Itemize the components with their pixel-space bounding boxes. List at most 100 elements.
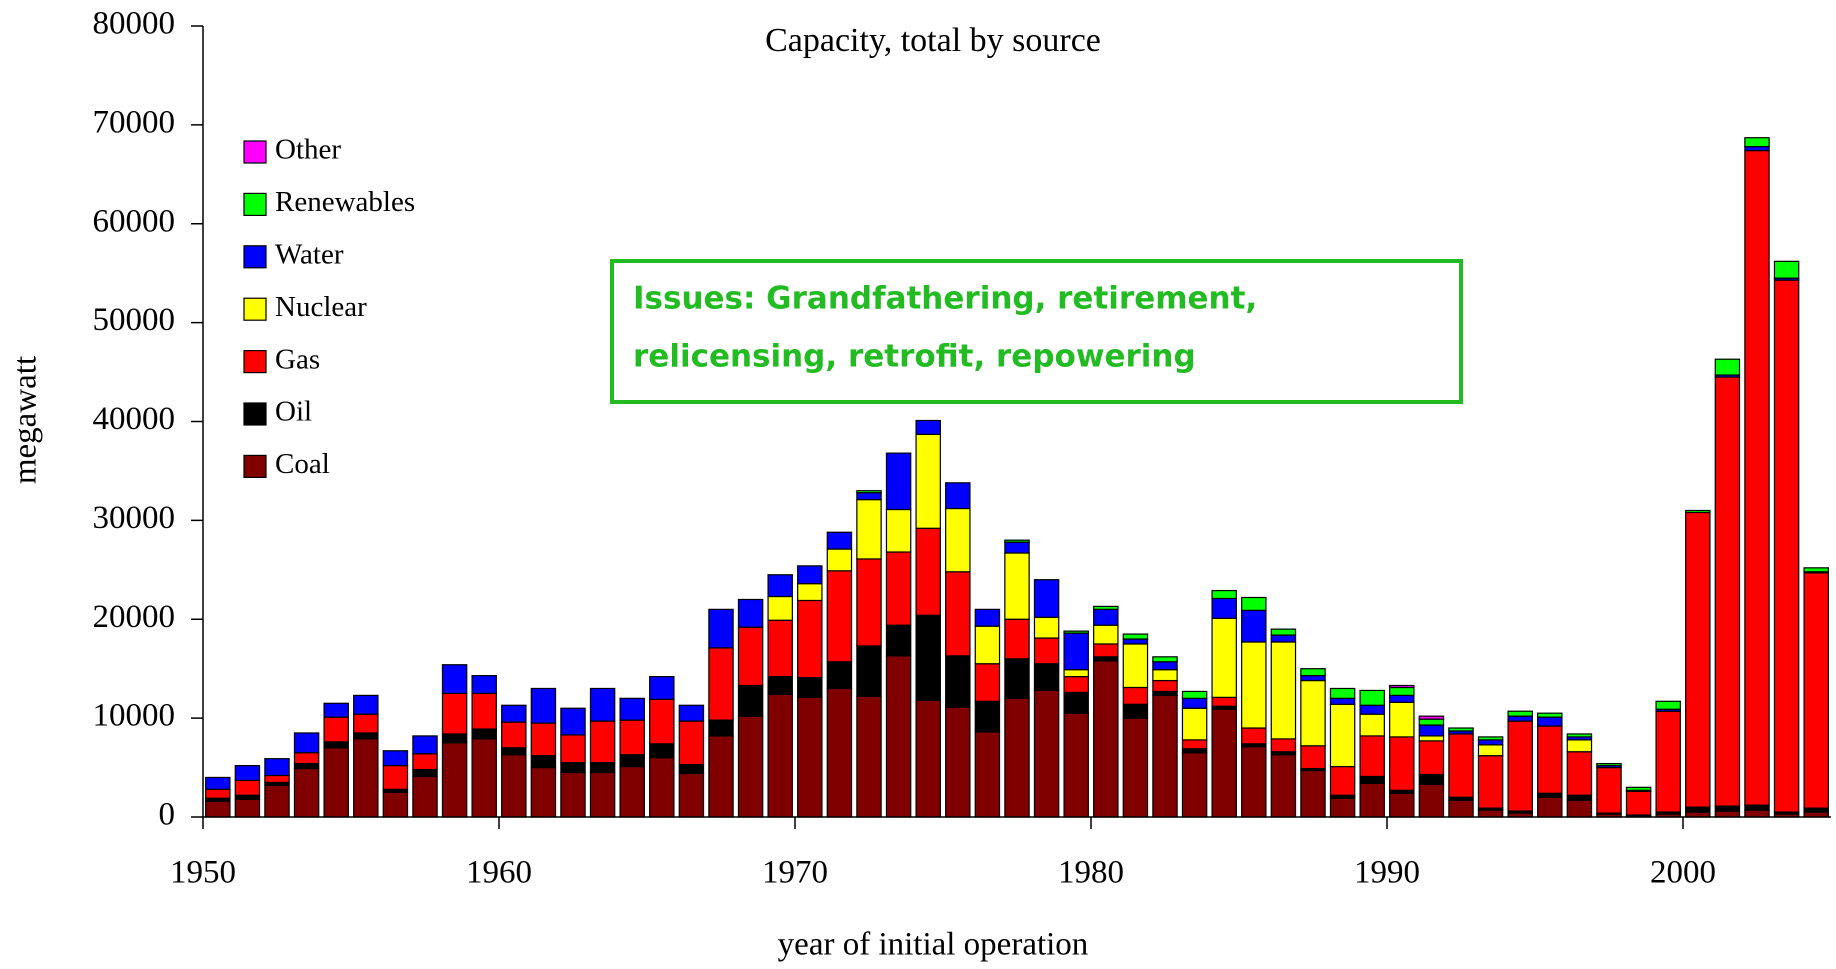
annotation-box: [610, 259, 1463, 404]
bar-segment: [1122, 686, 1149, 705]
legend-swatch: [243, 245, 267, 269]
bar-segment: [589, 687, 616, 722]
bar-segment: [1300, 769, 1326, 818]
bar-segment: [915, 419, 941, 435]
bar-segment: [1329, 765, 1356, 796]
bar-segment: [560, 762, 586, 774]
bar-segment: [1093, 660, 1119, 818]
bar-segment: [1063, 712, 1089, 818]
bar-segment: [471, 675, 497, 695]
bar-segment: [589, 720, 616, 764]
bar-segment: [1300, 679, 1326, 747]
bar-segment: [708, 719, 734, 737]
bar-segment: [264, 784, 290, 818]
bar-segment: [1803, 567, 1829, 573]
bar-segment: [737, 684, 764, 717]
x-tick-label: 1950: [170, 855, 236, 891]
x-tick-label: 2000: [1650, 855, 1716, 891]
bar-segment: [1448, 799, 1474, 818]
bar-segment: [1152, 661, 1178, 671]
bar-segment: [1329, 797, 1356, 818]
bar-segment: [678, 704, 705, 722]
legend-swatch: [243, 140, 267, 164]
bar-segment: [1537, 725, 1563, 794]
bar-segment: [885, 551, 912, 626]
bar-segment: [205, 776, 231, 790]
bar-segment: [471, 728, 497, 740]
bar-segment: [1181, 707, 1208, 741]
bar-segment: [974, 608, 1001, 627]
y-tick-label: 10000: [93, 698, 176, 734]
bar-segment: [501, 721, 527, 749]
bar-segment: [649, 675, 675, 700]
bar-segment: [1566, 739, 1593, 753]
bar-segment: [1152, 656, 1178, 663]
bar-segment: [353, 694, 379, 715]
bar-segment: [797, 696, 823, 818]
bar-segment: [1063, 691, 1089, 714]
bar-segment: [826, 570, 853, 663]
bar-segment: [1241, 596, 1267, 611]
y-tick-label: 20000: [93, 599, 176, 635]
bar-segment: [1359, 775, 1385, 784]
bar-segment: [915, 614, 941, 701]
bar-segment: [974, 700, 1001, 733]
annotation-text: Issues: Grandfathering, retirement,: [633, 281, 1257, 317]
bar-segment: [530, 755, 557, 769]
bar-segment: [1033, 689, 1060, 818]
bar-segment: [856, 499, 882, 560]
bar-segment: [1359, 782, 1385, 818]
bar-segment: [1685, 509, 1711, 514]
bar-segment: [1181, 752, 1208, 818]
legend-label: Nuclear: [275, 291, 367, 323]
bar-segment: [589, 771, 616, 818]
legend-label: Gas: [275, 343, 320, 375]
y-axis-label: megawatt: [8, 356, 44, 484]
bar-segment: [1714, 358, 1741, 376]
bar-segment: [471, 692, 497, 730]
bar-segment: [885, 452, 912, 511]
bar-segment: [1744, 804, 1770, 811]
bar-segment: [1389, 694, 1415, 703]
bar-segment: [678, 772, 705, 818]
bar-segment: [530, 722, 557, 757]
y-tick-label: 40000: [93, 401, 176, 437]
bar-segment: [1181, 690, 1208, 699]
bar-segment: [323, 747, 349, 818]
bar-segment: [737, 598, 764, 628]
bar-segment: [1418, 715, 1445, 720]
annotation-text: relicensing, retrofit, repowering: [633, 339, 1196, 375]
bar-segment: [264, 758, 290, 777]
legend-swatch: [243, 350, 267, 374]
bar-segment: [767, 574, 793, 598]
y-tick-label: 70000: [93, 104, 176, 140]
bar-segment: [797, 676, 823, 698]
bar-segment: [826, 548, 853, 572]
bar-segment: [205, 800, 231, 818]
bar-segment: [1329, 697, 1356, 705]
bar-segment: [1537, 712, 1563, 718]
bar-segment: [1300, 668, 1326, 677]
bar-segment: [1329, 687, 1356, 699]
bar-segment: [1004, 541, 1030, 554]
bar-segment: [412, 753, 438, 771]
bar-segment: [1241, 727, 1267, 745]
bar-segment: [501, 754, 527, 818]
bar-segment: [826, 687, 853, 818]
bar-segment: [1300, 675, 1326, 682]
bar-segment: [1507, 710, 1533, 717]
bar-segment: [856, 490, 882, 494]
bar-segment: [915, 699, 941, 818]
bar-segment: [619, 765, 645, 818]
bar-segment: [589, 762, 616, 774]
bar-segment: [353, 732, 379, 740]
bar-segment: [1033, 616, 1060, 639]
bar-segment: [1359, 689, 1385, 706]
x-tick-label: 1960: [466, 855, 532, 891]
legend-label: Water: [275, 238, 344, 270]
bar-segment: [1477, 744, 1504, 757]
bar-segment: [1596, 763, 1622, 767]
bar-segment: [1566, 751, 1593, 796]
bar-segment: [264, 774, 290, 783]
bar-segment: [767, 693, 793, 818]
